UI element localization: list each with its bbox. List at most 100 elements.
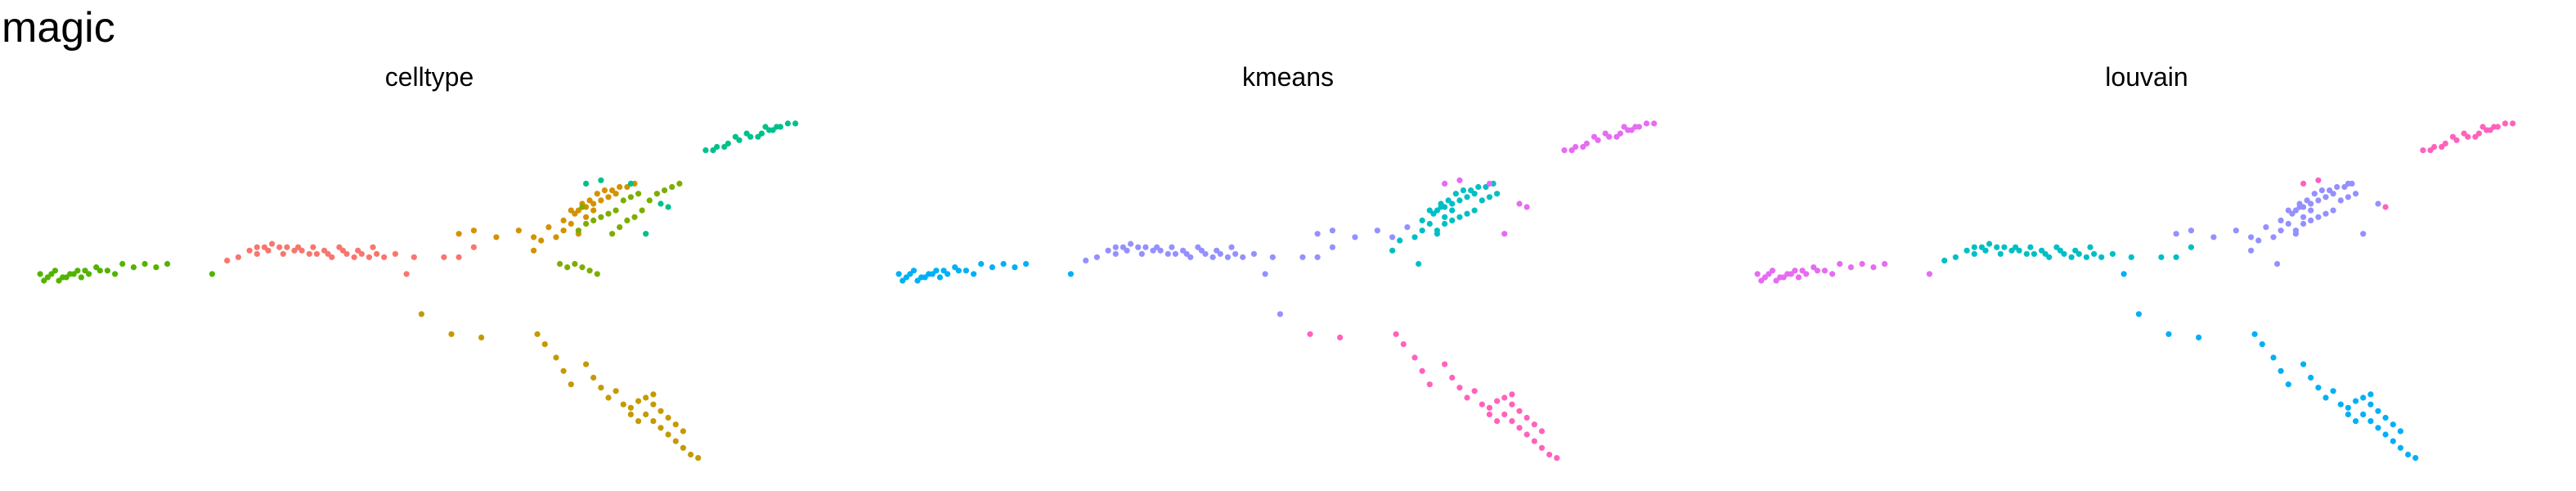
data-point: [2188, 244, 2194, 250]
data-point: [1214, 247, 1220, 254]
data-point: [680, 428, 687, 435]
data-point: [594, 271, 600, 277]
series-3: [456, 180, 638, 254]
data-point: [1591, 133, 1597, 140]
data-point: [1509, 391, 1515, 398]
data-point: [2360, 231, 2367, 237]
data-point: [1426, 381, 1433, 388]
data-point: [1606, 133, 1613, 140]
data-point: [895, 271, 902, 277]
data-point: [1632, 124, 1639, 130]
data-point: [945, 271, 951, 277]
data-point: [254, 250, 260, 257]
data-point: [2465, 133, 2471, 140]
data-point: [1997, 250, 2004, 257]
data-point: [2367, 401, 2374, 408]
series-1: [1941, 241, 2194, 264]
data-point: [1232, 250, 1239, 257]
data-point: [1795, 274, 1802, 281]
data-point: [1494, 417, 1501, 425]
data-point: [669, 183, 675, 191]
data-point: [1501, 394, 1508, 401]
data-point: [2173, 231, 2179, 237]
data-point: [590, 200, 597, 207]
data-point: [70, 271, 77, 277]
data-point: [2308, 200, 2314, 207]
data-point: [1486, 194, 1492, 200]
data-point: [2072, 247, 2079, 254]
data-point: [2308, 374, 2314, 381]
data-point: [1613, 133, 1620, 140]
data-point: [531, 234, 537, 241]
data-point: [1479, 197, 1485, 204]
data-point: [702, 147, 709, 154]
scatter-plot-louvain: [1754, 120, 2516, 462]
data-point: [1150, 247, 1156, 254]
series-4: [583, 120, 799, 237]
data-point: [594, 191, 600, 197]
data-point: [914, 277, 921, 284]
data-point: [2375, 408, 2381, 414]
data-point: [1516, 200, 1523, 207]
data-point: [643, 231, 649, 237]
data-point: [254, 244, 260, 250]
data-point: [1093, 254, 1100, 260]
data-point: [1389, 234, 1396, 241]
data-point: [1411, 234, 1418, 241]
data-point: [2315, 177, 2322, 183]
data-point: [339, 247, 346, 254]
data-point: [44, 274, 51, 281]
data-point: [2027, 244, 2034, 250]
data-point: [609, 187, 616, 194]
scatter-plot-kmeans: [895, 120, 1658, 462]
data-point: [2315, 214, 2322, 220]
data-point: [583, 214, 590, 220]
data-point: [792, 120, 799, 127]
data-point: [403, 271, 410, 277]
data-point: [2405, 451, 2412, 458]
data-point: [119, 260, 126, 268]
data-point: [478, 334, 485, 340]
data-point: [1847, 264, 1854, 271]
data-point: [1262, 271, 1268, 277]
data-point: [1352, 234, 1358, 241]
data-point: [2013, 244, 2019, 250]
data-point: [762, 124, 769, 130]
data-point: [56, 277, 62, 284]
data-point: [1442, 180, 1448, 187]
data-point: [2285, 381, 2291, 388]
data-point: [2109, 250, 2116, 257]
data-point: [2327, 187, 2333, 194]
data-point: [2360, 394, 2367, 401]
data-point: [617, 224, 623, 231]
data-point: [940, 268, 947, 274]
data-point: [676, 180, 683, 187]
data-point: [1329, 244, 1335, 250]
data-point: [1209, 254, 1216, 260]
data-point: [710, 147, 716, 154]
data-point: [1643, 120, 1649, 127]
data-point: [1404, 224, 1411, 231]
data-point: [2311, 191, 2318, 197]
data-point: [598, 197, 604, 204]
data-point: [2431, 143, 2438, 151]
data-point: [1202, 250, 1209, 257]
data-point: [1128, 241, 1134, 247]
data-point: [153, 264, 159, 271]
data-point: [235, 254, 241, 260]
data-point: [2255, 237, 2262, 244]
data-point: [1172, 250, 1178, 257]
data-point: [2300, 180, 2307, 187]
data-point: [1468, 187, 1474, 194]
data-point: [1067, 271, 1074, 277]
data-point: [74, 268, 81, 274]
data-point: [1456, 197, 1463, 204]
panel-kmeans: kmeans: [859, 0, 1717, 491]
data-point: [2322, 194, 2329, 200]
data-point: [2330, 388, 2336, 394]
data-point: [598, 385, 604, 391]
data-point: [639, 207, 645, 214]
data-point: [2120, 271, 2127, 277]
data-point: [1475, 183, 1482, 191]
data-point: [1952, 254, 1959, 260]
